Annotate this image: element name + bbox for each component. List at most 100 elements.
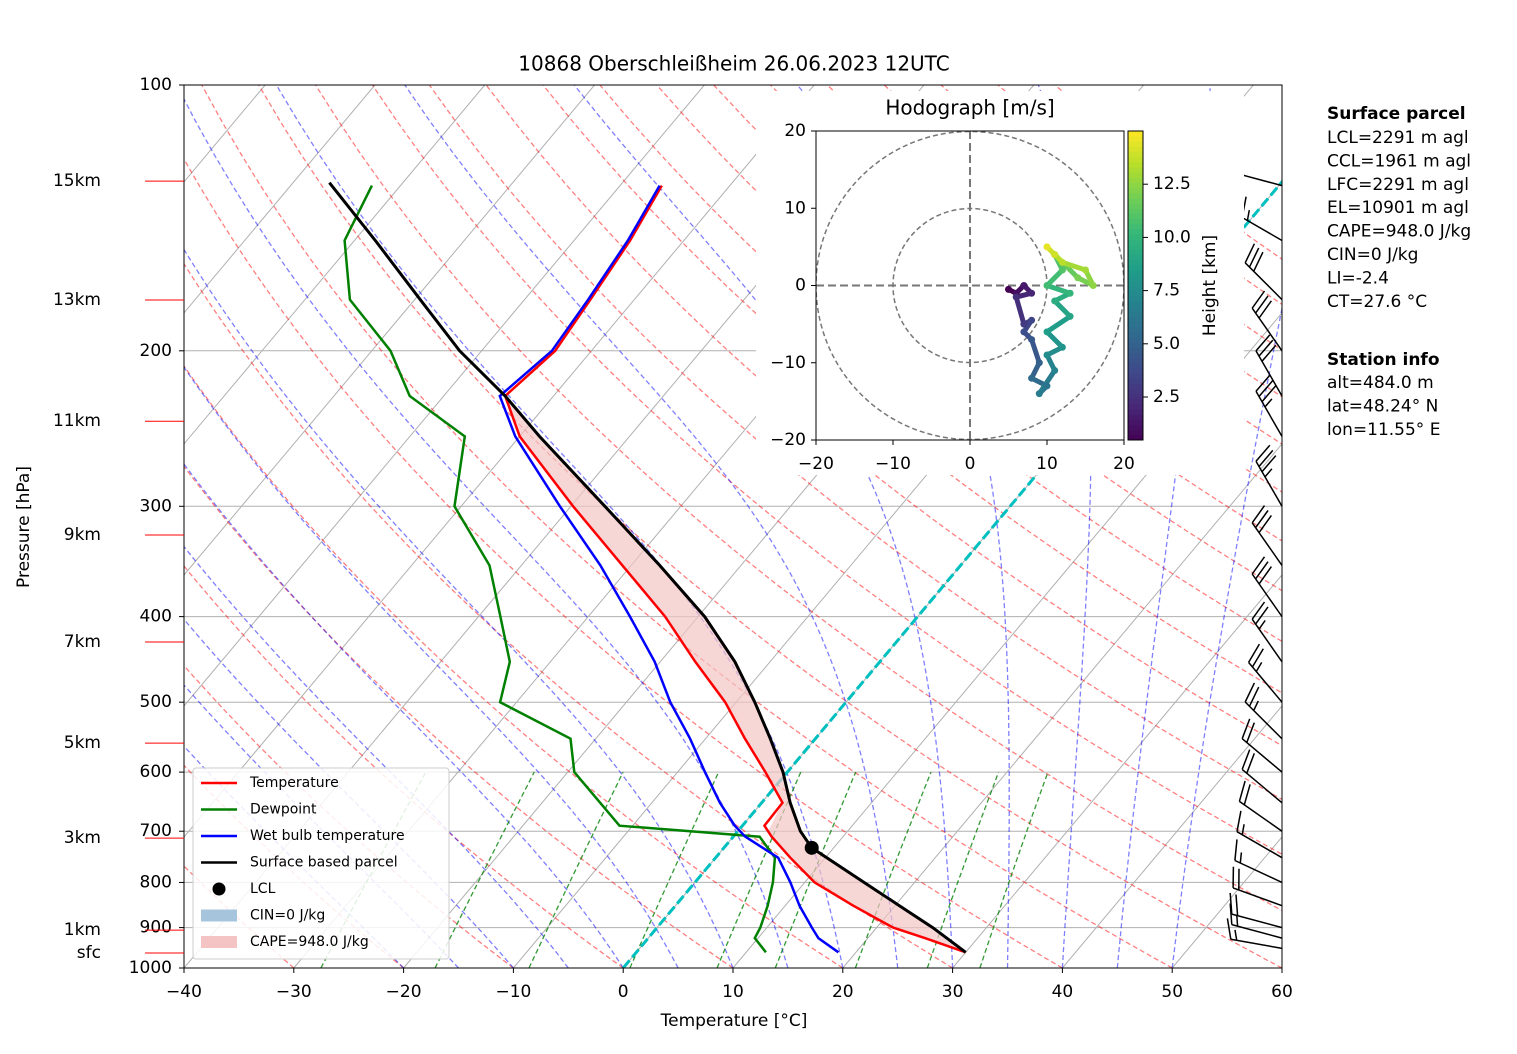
x-tick-label: 10: [722, 982, 744, 1002]
colorbar-segment: [1128, 264, 1143, 271]
hodograph-point: [1028, 316, 1036, 324]
dry-adiabat: [184, 364, 844, 968]
hodograph-point: [1020, 328, 1028, 336]
colorbar-segment: [1128, 249, 1143, 256]
y-tick-label: −20: [770, 430, 806, 450]
wind-barb: [1255, 374, 1283, 437]
info-line: CIN=0 J/kg: [1327, 245, 1418, 265]
colorbar-segment: [1128, 208, 1143, 214]
colorbar-segment: [1128, 326, 1143, 333]
colorbar-segment: [1128, 352, 1143, 359]
wind-barb: [1244, 682, 1283, 740]
hodograph-segment: [1013, 294, 1027, 327]
wind-barb: [1244, 243, 1283, 301]
colorbar-segment: [1128, 223, 1143, 230]
hodograph-point: [1058, 258, 1066, 266]
colorbar-segment: [1128, 383, 1143, 389]
x-tick-label: 40: [1052, 982, 1074, 1002]
colorbar-segment: [1128, 409, 1143, 415]
hodograph: Hodograph [m/s] −20 −10 0 10 20 −20 −10 0 10 20 2.5…: [756, 91, 1244, 475]
colorbar-segment: [1128, 373, 1143, 379]
wind-barb: [1251, 505, 1283, 566]
moist-adiabat: [404, 85, 899, 968]
x-tick-label: 20: [832, 982, 854, 1002]
y-tick-label: 200: [140, 341, 172, 361]
colorbar-segment: [1128, 203, 1143, 209]
hodograph-point: [1020, 320, 1028, 328]
colorbar-segment: [1128, 295, 1143, 302]
info-line: EL=10901 m agl: [1327, 198, 1469, 218]
x-tick-label: 10: [1036, 454, 1058, 474]
dry-adiabat: [826, 85, 1282, 445]
isotherm: [952, 574, 1282, 968]
y-tick-label: 10: [784, 198, 806, 218]
colorbar-tick-label: 2.5: [1153, 387, 1180, 407]
info-heading: Station info: [1327, 350, 1440, 370]
colorbar-segment: [1128, 311, 1143, 317]
hodograph-point: [1012, 293, 1020, 301]
hodograph-background: [756, 91, 1244, 475]
colorbar-segment: [1128, 141, 1143, 147]
hodograph-point: [1020, 282, 1028, 289]
height-label: 1km: [64, 920, 101, 940]
colorbar-segment: [1128, 244, 1143, 250]
colorbar-segment: [1128, 429, 1143, 436]
x-tick-label: 20: [1113, 454, 1135, 474]
y-tick-label: 400: [140, 607, 172, 627]
colorbar-segment: [1128, 172, 1143, 178]
height-label: 11km: [53, 411, 101, 431]
colorbar-segment: [1128, 136, 1143, 142]
colorbar-segment: [1128, 434, 1143, 441]
legend-box: [192, 767, 450, 960]
colorbar-segment: [1128, 239, 1143, 245]
y-tick-label: 300: [140, 496, 172, 516]
height-label: 5km: [64, 733, 101, 753]
isotherm: [184, 85, 595, 576]
lcl-point: [804, 840, 819, 855]
hodograph-point: [1051, 366, 1059, 374]
hodograph-point: [1043, 351, 1051, 359]
wind-barb: [1229, 903, 1283, 939]
profiles: [328, 181, 967, 954]
colorbar-segment: [1128, 424, 1143, 431]
info-heading: Surface parcel: [1327, 104, 1466, 124]
hodograph-segment: [1044, 329, 1065, 350]
hodograph-point: [1035, 359, 1043, 367]
legend-label: Wet bulb temperature: [250, 828, 405, 844]
isotherm: [842, 443, 1282, 968]
profile-line: [503, 184, 967, 954]
y-tick-label: 0: [795, 276, 806, 296]
height-label: 3km: [64, 828, 101, 848]
y-tick-label: 500: [140, 692, 172, 712]
legend-swatch: [212, 882, 226, 896]
y-axis-label: Pressure [hPa]: [14, 466, 34, 588]
info-line: LI=-2.4: [1327, 268, 1389, 288]
colorbar-segment: [1128, 218, 1143, 225]
x-tick-label: 0: [965, 454, 976, 474]
colorbar-segment: [1128, 337, 1143, 343]
colorbar-segment: [1128, 151, 1143, 158]
colorbar-segment: [1128, 177, 1143, 183]
colorbar-segment: [1128, 378, 1143, 384]
info-line: CCL=1961 m agl: [1327, 151, 1471, 171]
hodograph-point: [1051, 251, 1059, 259]
colorbar-segment: [1128, 362, 1143, 369]
wind-barb: [1229, 892, 1283, 929]
mixing-ratio-line: [528, 771, 624, 968]
x-axis-label: Temperature [°C]: [660, 1011, 808, 1031]
colorbar-segment: [1128, 131, 1143, 137]
wind-barb: [1238, 780, 1283, 832]
wind-barb: [1241, 749, 1283, 804]
moist-adiabat: [184, 366, 679, 968]
x-tick-label: 30: [942, 982, 964, 1002]
wind-barb: [1241, 718, 1283, 773]
hodograph-point: [1043, 282, 1051, 289]
y-tick-label: 100: [140, 75, 172, 95]
moist-adiabat: [1171, 304, 1282, 968]
colorbar-segment: [1128, 331, 1143, 338]
hodograph-point: [1043, 243, 1051, 251]
hodograph-point: [1035, 390, 1043, 398]
x-tick-label: −30: [276, 982, 312, 1002]
y-tick-label: 20: [784, 121, 806, 141]
colorbar-segment: [1128, 342, 1143, 348]
